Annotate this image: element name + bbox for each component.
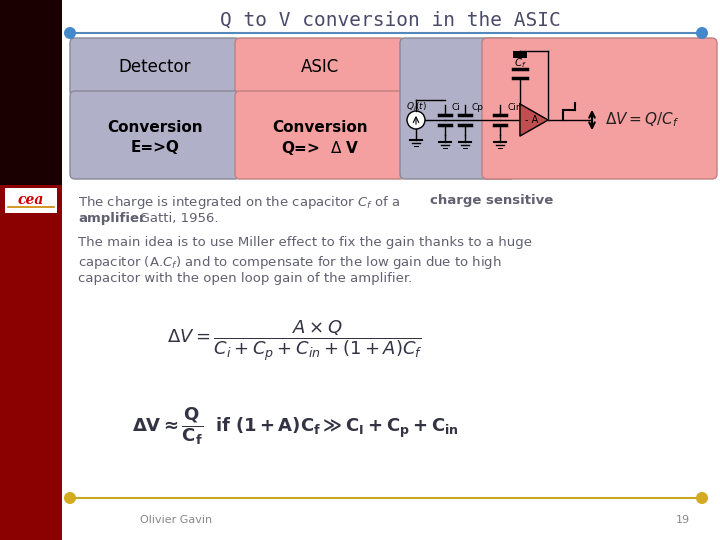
Text: 19: 19 [676, 515, 690, 525]
Text: $C_f$: $C_f$ [513, 56, 526, 70]
Text: Olivier Gavin: Olivier Gavin [140, 515, 212, 525]
Text: Q to V conversion in the ASIC: Q to V conversion in the ASIC [220, 10, 560, 30]
Bar [5, 188, 57, 213]
Bar [0, 0, 62, 540]
Text: Conversion: Conversion [107, 120, 203, 136]
Text: $\Delta V=Q/C_f$: $\Delta V=Q/C_f$ [605, 111, 680, 130]
Text: charge sensitive: charge sensitive [430, 194, 553, 207]
FancyBboxPatch shape [235, 91, 405, 179]
Text: Detector: Detector [119, 58, 192, 76]
Text: amplifier: amplifier [78, 212, 145, 225]
Text: Cin: Cin [507, 104, 521, 112]
Text: The charge is integrated on the capacitor $C_f$ of a: The charge is integrated on the capacito… [78, 194, 402, 211]
Text: Ci: Ci [452, 104, 461, 112]
Text: capacitor (A.$C_f$) and to compensate for the low gain due to high: capacitor (A.$C_f$) and to compensate fo… [78, 254, 502, 271]
Text: Cp: Cp [472, 104, 484, 112]
Polygon shape [520, 104, 548, 136]
Text: - A: - A [525, 115, 539, 125]
Text: capacitor with the open loop gain of the amplifier.: capacitor with the open loop gain of the… [78, 272, 413, 285]
Text: E=>Q: E=>Q [130, 140, 179, 156]
FancyBboxPatch shape [400, 38, 515, 179]
Text: ASIC: ASIC [301, 58, 339, 76]
Circle shape [696, 27, 708, 39]
Bar [0, 0, 62, 185]
Circle shape [64, 27, 76, 39]
FancyBboxPatch shape [70, 38, 240, 96]
Text: : Gatti, 1956.: : Gatti, 1956. [131, 212, 218, 225]
FancyBboxPatch shape [235, 38, 405, 96]
Text: The main idea is to use Miller effect to fix the gain thanks to a huge: The main idea is to use Miller effect to… [78, 236, 532, 249]
Text: Q=>  $\Delta$ V: Q=> $\Delta$ V [281, 139, 359, 157]
Text: $\Delta V = \dfrac{A \times Q}{C_i + C_p + C_{in} + (1 + A)C_f}$: $\Delta V = \dfrac{A \times Q}{C_i + C_p… [167, 318, 423, 363]
Text: Conversion: Conversion [272, 120, 368, 136]
Text: $\mathbf{\Delta V \approx \dfrac{Q}{C_f}}$$\mathbf{\ \ if\ (1 + A)C_f \gg C_I + : $\mathbf{\Delta V \approx \dfrac{Q}{C_f}… [132, 405, 459, 447]
Circle shape [64, 492, 76, 504]
Text: $Q_i(t)$: $Q_i(t)$ [405, 101, 426, 113]
FancyBboxPatch shape [482, 38, 717, 179]
Circle shape [696, 492, 708, 504]
Text: cea: cea [18, 193, 44, 207]
FancyBboxPatch shape [70, 91, 240, 179]
Circle shape [407, 111, 425, 129]
Bar [513, 51, 527, 58]
